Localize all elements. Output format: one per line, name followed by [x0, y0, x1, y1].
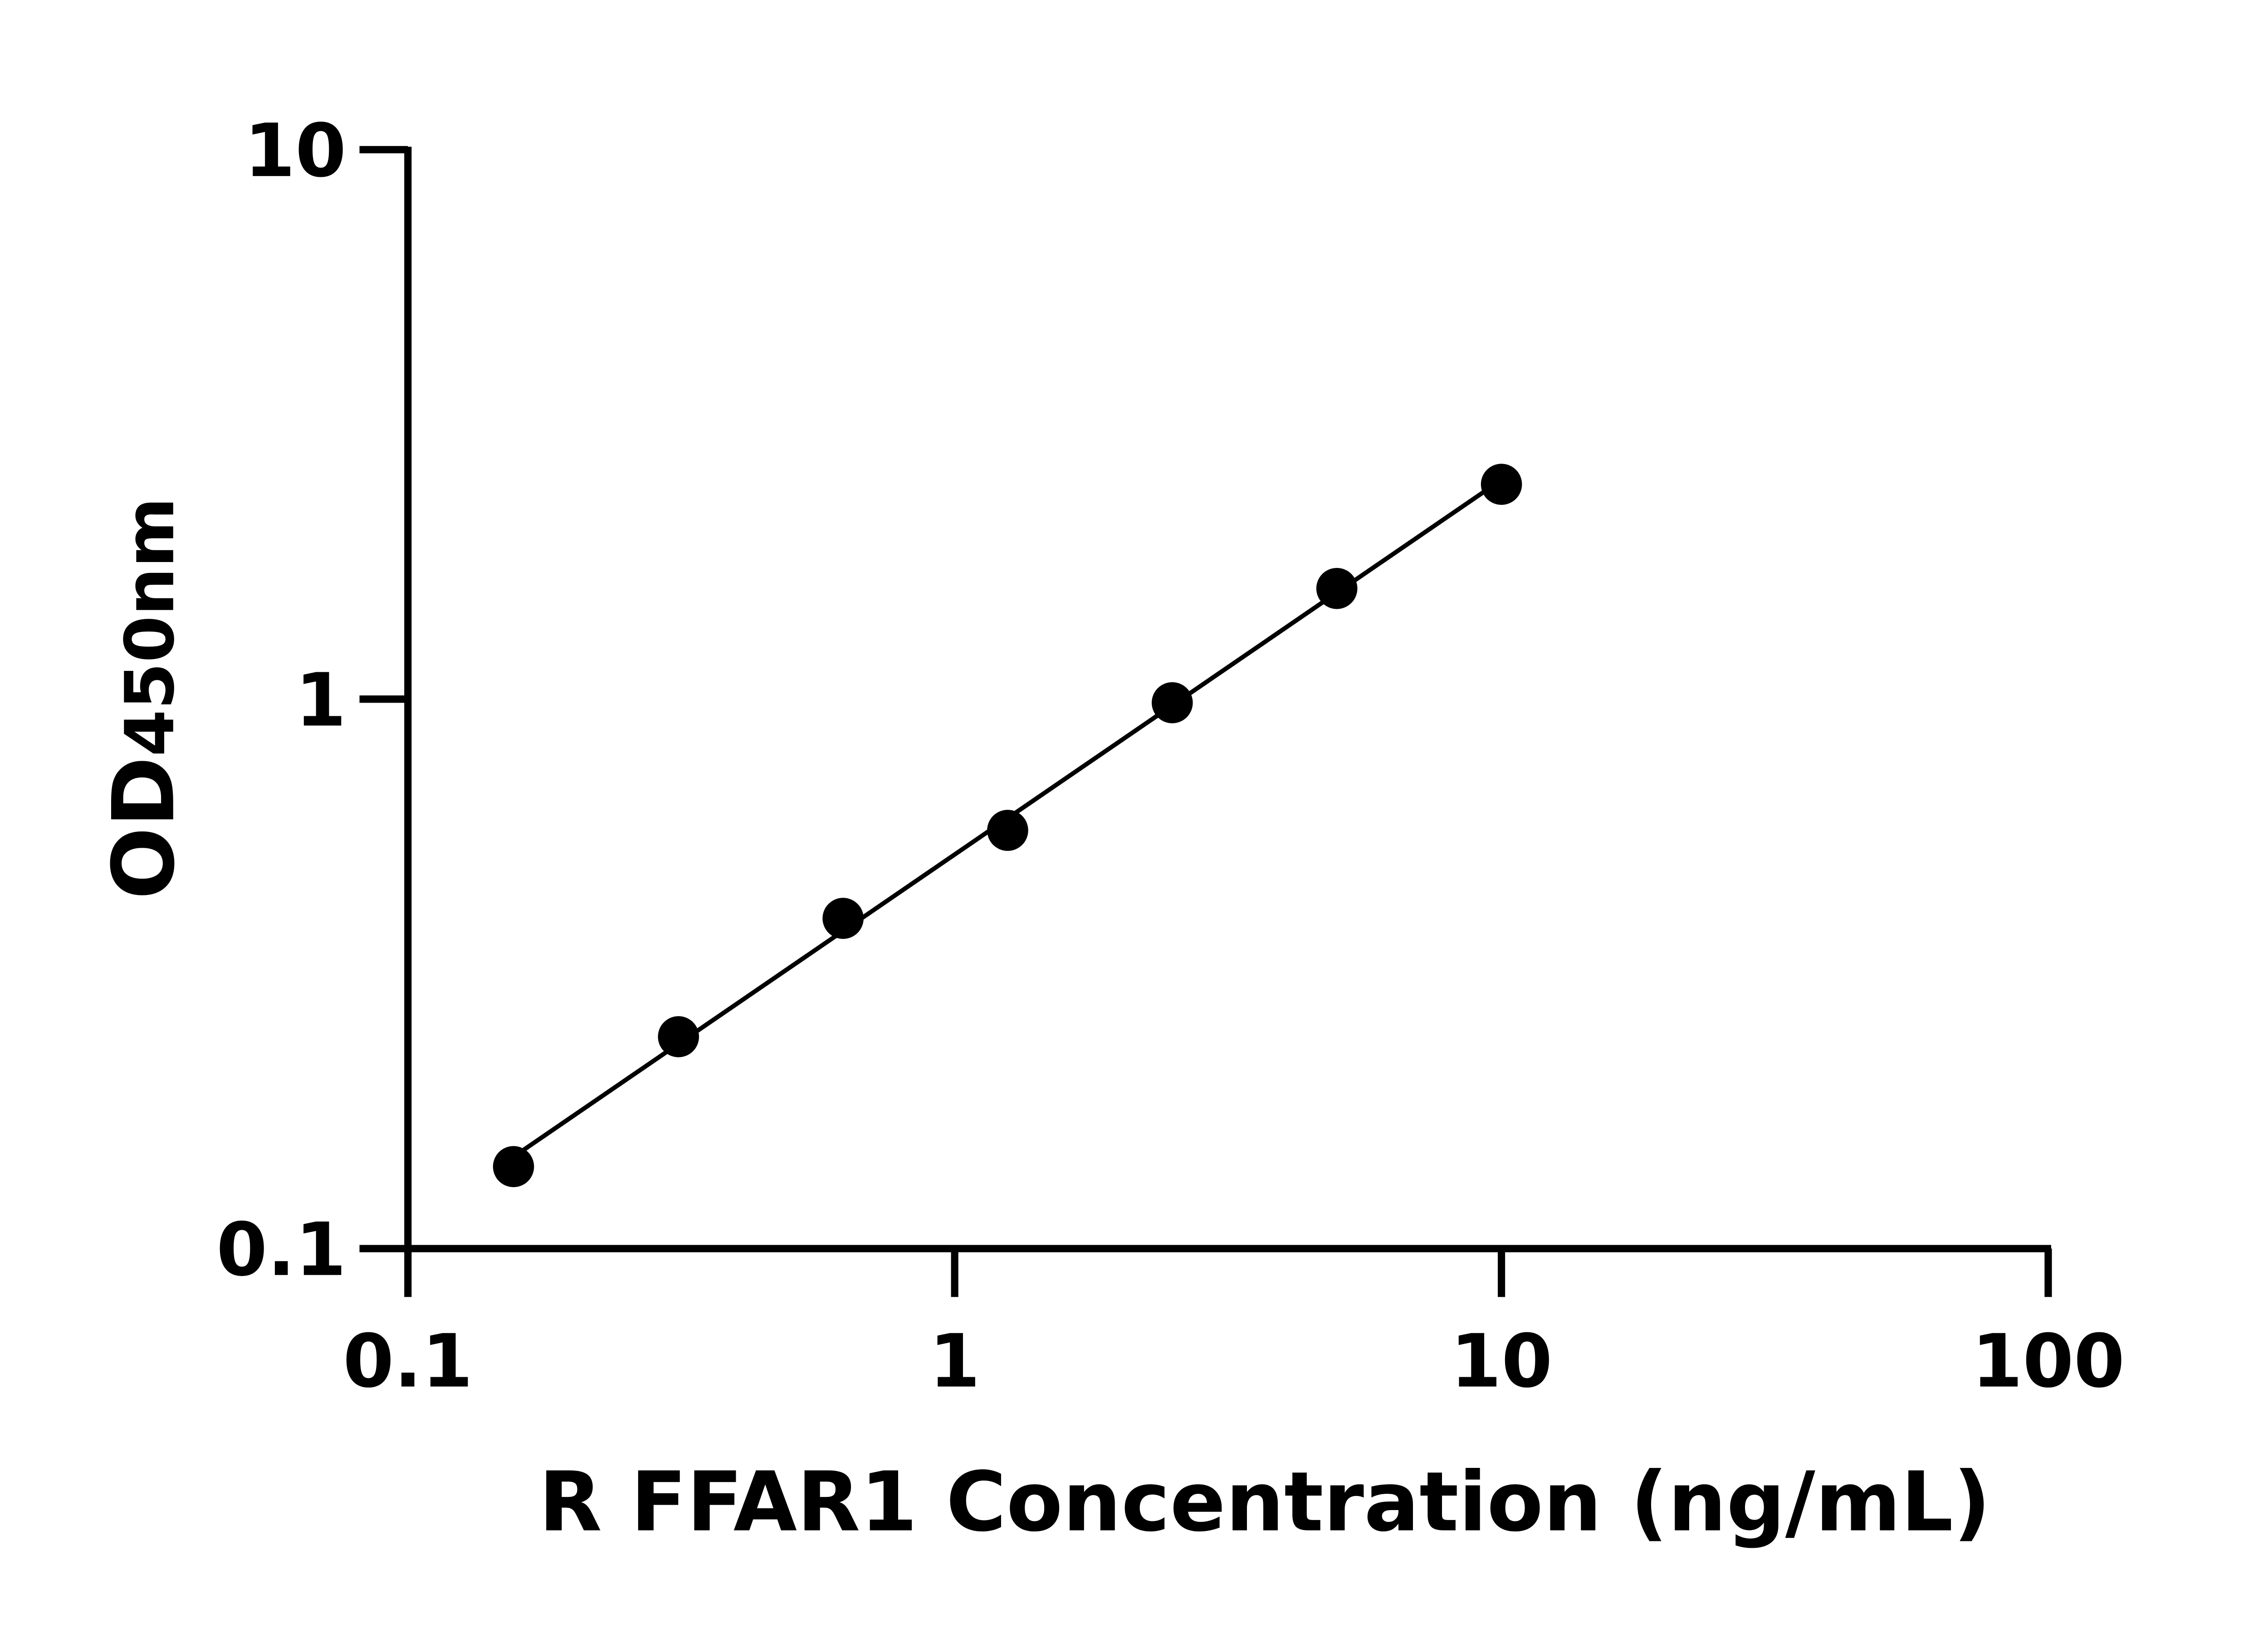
data-point: [1481, 464, 1522, 505]
x-tick-label: 0.1: [343, 1319, 473, 1404]
data-point: [1316, 568, 1358, 609]
y-axis-label: OD450nm: [95, 497, 194, 900]
y-axis-label-sub: 450nm: [111, 497, 190, 756]
y-axis-label-main: OD: [95, 757, 194, 900]
x-tick-label: 1: [929, 1319, 980, 1404]
x-tick-label: 10: [1451, 1319, 1553, 1404]
data-point: [987, 810, 1028, 851]
data-point: [1152, 682, 1193, 724]
data-point: [493, 1146, 534, 1188]
y-tick-label: 0.1: [216, 1208, 346, 1293]
data-point: [822, 898, 864, 939]
y-tick-label: 10: [244, 108, 346, 194]
x-axis-label: R FFAR1 Concentration (ng/mL): [539, 1454, 1991, 1550]
x-tick-label: 100: [1972, 1319, 2125, 1404]
y-tick-label: 1: [295, 658, 347, 743]
data-point: [658, 1016, 699, 1057]
